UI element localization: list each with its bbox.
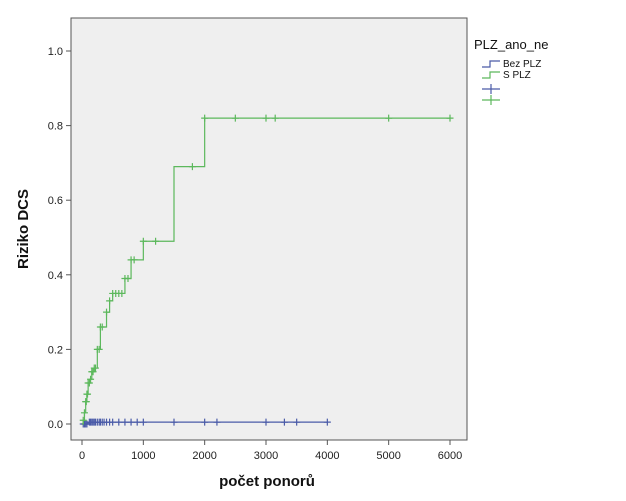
censor-mark: [106, 297, 114, 305]
censor-mark: [201, 418, 209, 426]
legend-line-swatch: [482, 71, 500, 79]
x-tick-label: 3000: [254, 450, 278, 462]
x-tick-label: 5000: [376, 450, 400, 462]
censor-mark: [85, 379, 93, 387]
y-axis: 0.0 0.2 0.4 0.6 0.8 1.0: [48, 46, 71, 431]
censor-mark: [293, 418, 301, 426]
x-tick-label: 6000: [438, 450, 462, 462]
legend-line-swatch: [482, 60, 500, 68]
censor-mark: [385, 114, 393, 122]
x-tick-label: 1000: [131, 450, 155, 462]
censor-mark: [89, 368, 97, 376]
x-axis-title: počet ponorů: [219, 473, 315, 490]
censor-mark: [262, 114, 270, 122]
censor-mark: [95, 345, 103, 353]
plot-area: [70, 17, 468, 441]
legend-label: S PLZ: [503, 70, 531, 81]
censor-mark: [446, 114, 454, 122]
y-tick-label: 0.6: [48, 195, 63, 207]
censor-mark: [103, 308, 111, 316]
censor-mark: [280, 418, 288, 426]
censor-mark: [121, 418, 129, 426]
y-axis-title: Riziko DCS: [15, 189, 32, 269]
censor-mark: [152, 237, 160, 245]
censor-mark: [231, 114, 239, 122]
censor-mark: [80, 409, 88, 417]
legend-label: Bez PLZ: [503, 59, 541, 70]
y-tick-label: 1.0: [48, 46, 63, 58]
x-axis: 0 1000 2000 3000 4000 5000 6000: [79, 440, 462, 462]
censor-mark: [82, 398, 90, 406]
censor-mark: [139, 418, 147, 426]
y-tick-label: 0.8: [48, 121, 63, 133]
censor-mark: [170, 418, 178, 426]
y-tick-label: 0.2: [48, 344, 63, 356]
legend-censor-swatch: [482, 95, 500, 105]
censor-mark: [130, 256, 138, 264]
x-tick-label: 0: [79, 450, 85, 462]
series-bez-plz: [79, 418, 331, 428]
series-layer: [79, 114, 454, 428]
censor-mark: [127, 418, 135, 426]
x-tick-label: 4000: [315, 450, 339, 462]
censor-mark: [87, 375, 95, 383]
censor-mark: [139, 237, 147, 245]
censor-mark: [213, 418, 221, 426]
censor-mark: [133, 418, 141, 426]
censor-mark: [262, 418, 270, 426]
x-tick-label: 2000: [192, 450, 216, 462]
censor-mark: [115, 418, 123, 426]
censor-mark: [91, 364, 99, 372]
censor-mark: [124, 275, 132, 283]
y-tick-label: 0.4: [48, 270, 63, 282]
legend-censor-swatch: [482, 84, 500, 94]
censor-mark: [84, 390, 92, 398]
series-s-plz: [79, 114, 454, 425]
censor-mark: [271, 114, 279, 122]
censor-mark: [323, 418, 331, 426]
y-tick-label: 0.0: [48, 419, 63, 431]
censor-mark: [79, 416, 87, 424]
censor-mark: [118, 289, 126, 297]
censor-mark: [109, 418, 117, 426]
legend-title: PLZ_ano_ne: [474, 37, 548, 52]
censor-mark: [188, 163, 196, 171]
censor-mark: [201, 114, 209, 122]
censor-mark: [98, 323, 106, 331]
